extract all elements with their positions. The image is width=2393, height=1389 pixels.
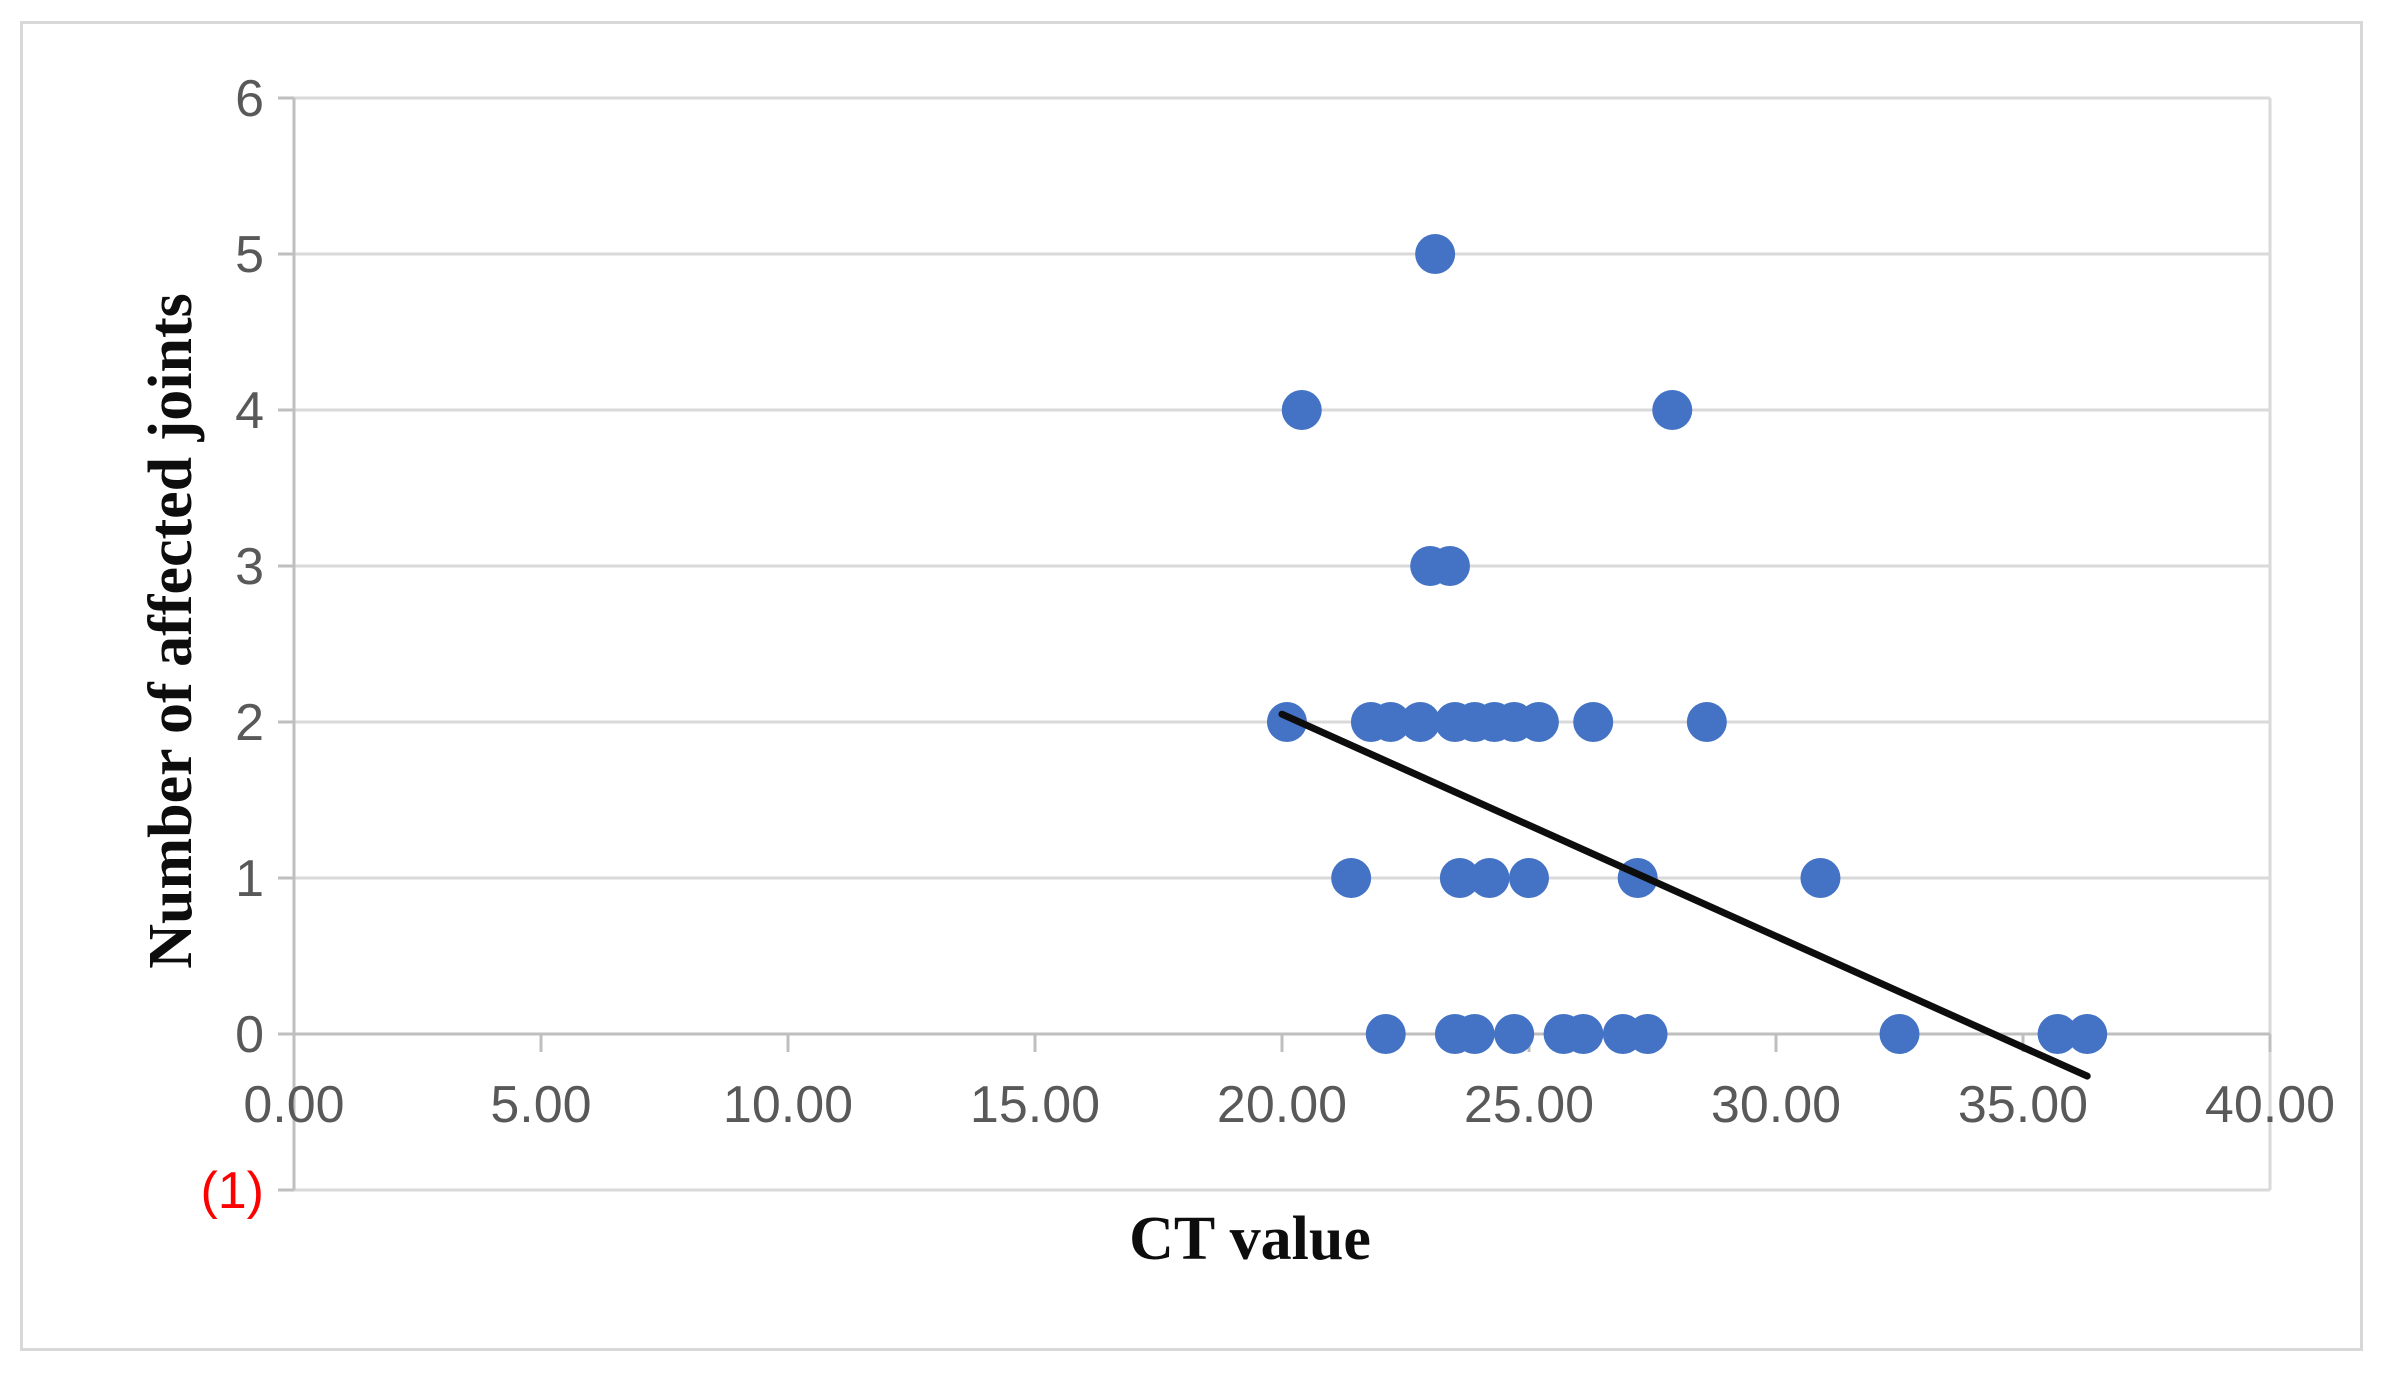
data-point — [2037, 1014, 2078, 1054]
x-tick-label: 25.00 — [1464, 1076, 1594, 1134]
data-point — [1266, 702, 1307, 742]
data-point — [1563, 1014, 1604, 1054]
y-axis-title: Number of affected joints — [137, 293, 205, 969]
x-tick-label: 5.00 — [490, 1076, 591, 1134]
data-point — [1518, 702, 1559, 742]
y-tick-label: 3 — [235, 538, 264, 596]
data-point — [1800, 858, 1841, 898]
data-point — [1331, 858, 1372, 898]
data-point — [1281, 390, 1322, 430]
y-tick-label: 2 — [235, 694, 264, 752]
y-tick-label: 0 — [235, 1006, 264, 1064]
data-point — [1370, 702, 1411, 742]
y-tick-label: 6 — [235, 70, 264, 128]
x-tick-label: 30.00 — [1711, 1076, 1841, 1134]
data-point — [1365, 1014, 1406, 1054]
x-axis-title: CT value — [1129, 1205, 1371, 1273]
data-point — [1879, 1014, 1920, 1054]
data-point — [1400, 702, 1441, 742]
data-point — [1439, 858, 1480, 898]
data-point — [1469, 858, 1510, 898]
x-tick-label: 15.00 — [970, 1076, 1100, 1134]
data-point — [1494, 1014, 1535, 1054]
data-point — [1454, 1014, 1495, 1054]
trendline — [1278, 710, 2091, 1080]
data-point — [2067, 1014, 2108, 1054]
x-tick-label: 20.00 — [1217, 1076, 1347, 1134]
data-point — [1429, 546, 1470, 586]
figure-border — [20, 21, 2363, 1351]
data-point — [1652, 390, 1693, 430]
y-tick-label: 5 — [235, 226, 264, 284]
x-tick-label: 40.00 — [2205, 1076, 2335, 1134]
x-tick-label: 10.00 — [723, 1076, 853, 1134]
data-point — [1627, 1014, 1668, 1054]
y-tick-label: (1) — [200, 1162, 264, 1220]
y-tick-label: 4 — [235, 382, 264, 440]
data-point — [1573, 702, 1614, 742]
data-point — [1509, 858, 1549, 898]
y-tick-label: 1 — [235, 850, 264, 908]
data-point — [1415, 234, 1456, 274]
data-point — [1686, 702, 1727, 742]
x-tick-label: 35.00 — [1958, 1076, 2088, 1134]
x-tick-label: 0.00 — [243, 1076, 344, 1134]
